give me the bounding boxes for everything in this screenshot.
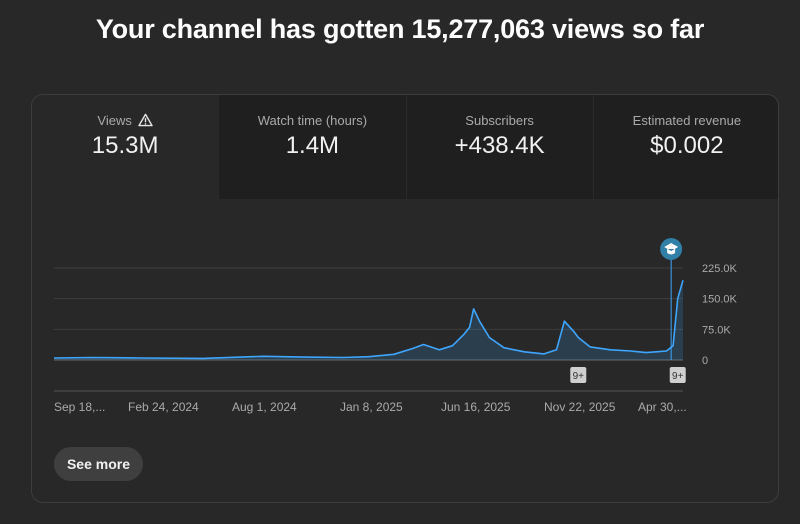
x-tick-label: Jan 8, 2025 [340, 400, 403, 414]
views-area [54, 280, 683, 360]
y-tick-label: 150.0K [702, 294, 738, 306]
x-tick-label: Feb 24, 2024 [128, 400, 199, 414]
tab-revenue-label: Estimated revenue [632, 112, 742, 128]
tab-watch-time[interactable]: Watch time (hours) 1.4M [218, 95, 406, 199]
marker-badge[interactable]: 9+ [570, 367, 587, 383]
tab-subscribers[interactable]: Subscribers +438.4K [405, 95, 593, 199]
views-line [53, 280, 684, 360]
x-tick-label: Nov 22, 2025 [544, 400, 616, 414]
tab-subscribers-value: +438.4K [454, 132, 545, 159]
marker-badge[interactable]: 9+ [669, 367, 686, 383]
tab-watch-time-label: Watch time (hours) [257, 112, 368, 128]
views-chart[interactable]: 0 75.0K 150.0K 225.0K 9+ 9+ Sep 18,... Feb 24, … [32, 95, 778, 425]
tab-revenue-value: $0.002 [650, 132, 724, 159]
tab-views-value: 15.3M [91, 132, 159, 159]
y-tick-label: 75.0K [702, 324, 731, 336]
svg-text:9+: 9+ [672, 371, 684, 382]
tab-views-label: Views [97, 112, 132, 128]
tab-estimated-revenue[interactable]: Estimated revenue $0.002 [592, 95, 778, 199]
graduation-cap-icon[interactable] [660, 238, 683, 260]
analytics-card: Views 15.3M Watch time (hours) 1.4M Subs… [31, 94, 779, 503]
y-tick-label: 225.0K [702, 263, 738, 275]
y-tick-label: 0 [702, 355, 708, 367]
x-tick-label: Aug 1, 2024 [232, 400, 297, 414]
svg-text:9+: 9+ [573, 371, 585, 382]
tab-views[interactable]: Views 15.3M [32, 95, 219, 199]
metric-tabs: Views 15.3M Watch time (hours) 1.4M Subs… [32, 95, 778, 199]
warning-triangle-icon[interactable] [138, 113, 153, 127]
x-tick-label: Apr 30,... [638, 400, 687, 414]
x-tick-label: Jun 16, 2025 [441, 400, 511, 414]
tab-watch-time-value: 1.4M [285, 132, 340, 159]
see-more-button[interactable]: See more [54, 447, 143, 481]
x-tick-label: Sep 18,... [54, 400, 105, 414]
tab-subscribers-label: Subscribers [465, 112, 534, 128]
page-headline: Your channel has gotten 15,277,063 views… [95, 14, 705, 44]
